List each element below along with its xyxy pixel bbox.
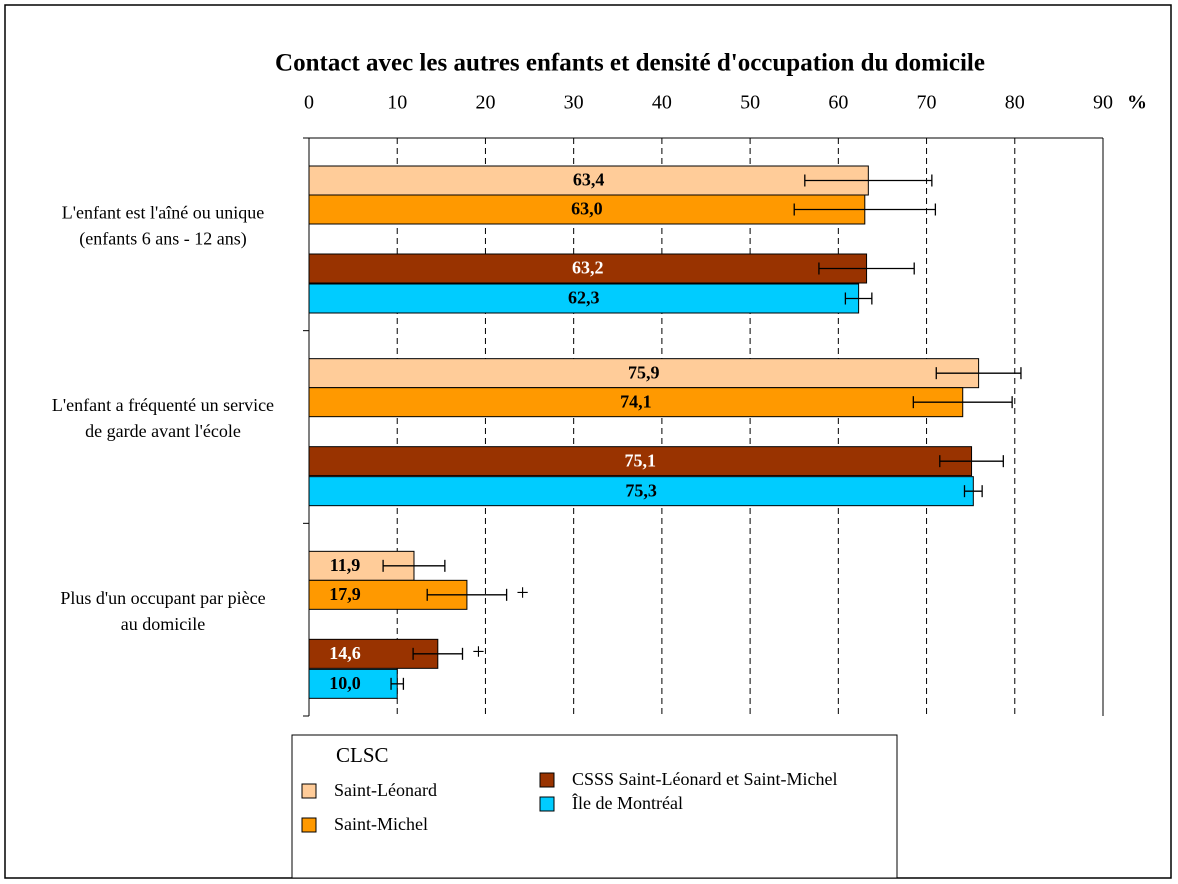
bar xyxy=(308,165,869,196)
legend-label: Île de Montréal xyxy=(572,792,683,813)
bar xyxy=(308,358,980,389)
x-tick-label: 70 xyxy=(917,92,937,114)
category-label: au domicile xyxy=(121,614,205,634)
x-tick-label: 50 xyxy=(740,92,760,114)
value-label: 75,3 xyxy=(625,480,657,500)
legend-label: CSSS Saint-Léonard et Saint-Michel xyxy=(572,769,837,789)
x-tick-label: 90 xyxy=(1093,92,1113,114)
bar xyxy=(308,253,868,284)
value-label: 14,6 xyxy=(329,643,361,663)
x-tick-label: 80 xyxy=(1005,92,1025,114)
value-label: 74,1 xyxy=(620,391,652,411)
legend-label: Saint-Michel xyxy=(334,814,428,834)
bar xyxy=(308,283,860,314)
category-label: L'enfant a fréquenté un service xyxy=(52,395,274,415)
value-label: 17,9 xyxy=(329,584,361,604)
flag: + xyxy=(516,580,528,605)
category-label: Plus d'un occupant par pièce xyxy=(60,588,265,608)
chart-title: Contact avec les autres enfants et densi… xyxy=(275,50,985,77)
value-label: 62,3 xyxy=(568,288,600,308)
legend-label: Saint-Léonard xyxy=(334,780,437,800)
bar xyxy=(308,446,973,477)
legend-swatch xyxy=(539,772,555,788)
value-label: 75,1 xyxy=(625,450,657,470)
value-label: 63,0 xyxy=(571,199,603,219)
x-tick-label: 40 xyxy=(652,92,672,114)
category-label: L'enfant est l'aîné ou unique xyxy=(62,202,264,222)
x-tick-label: 30 xyxy=(564,92,584,114)
legend-swatch xyxy=(301,783,317,799)
bar xyxy=(308,194,866,225)
x-tick-label: 20 xyxy=(475,92,495,114)
flag: + xyxy=(472,639,484,664)
category-label: de garde avant l'école xyxy=(85,421,241,441)
value-label: 11,9 xyxy=(330,555,361,575)
value-label: 75,9 xyxy=(628,362,660,382)
legend-box xyxy=(291,734,898,879)
chart-frame xyxy=(4,4,1172,879)
axis-unit: % xyxy=(1127,92,1147,114)
value-label: 63,2 xyxy=(572,258,604,278)
x-tick-label: 60 xyxy=(828,92,848,114)
bar xyxy=(308,387,964,418)
x-tick-label: 0 xyxy=(304,92,314,114)
legend-swatch xyxy=(301,817,317,833)
category-label: (enfants 6 ans - 12 ans) xyxy=(79,228,246,249)
value-label: 10,0 xyxy=(329,673,361,693)
x-tick-label: 10 xyxy=(387,92,407,114)
legend-swatch xyxy=(539,796,555,812)
bar xyxy=(308,476,974,507)
legend-title: CLSC xyxy=(336,743,389,767)
value-label: 63,4 xyxy=(573,170,605,190)
